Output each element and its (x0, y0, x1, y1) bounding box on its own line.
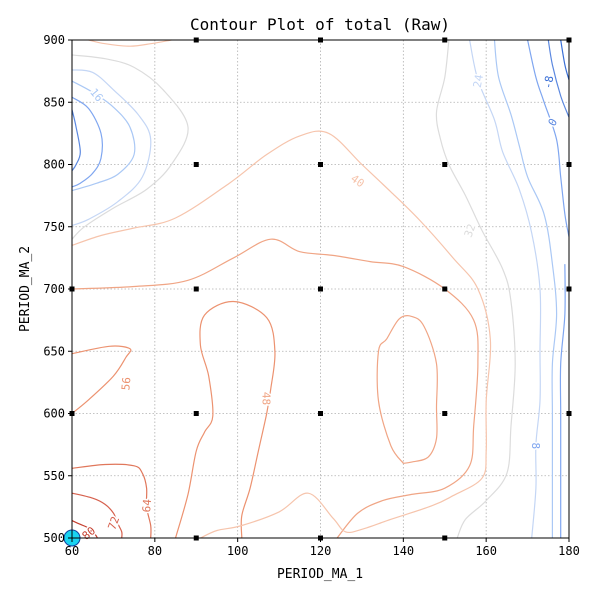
sample-point (442, 162, 448, 167)
sample-point (193, 286, 199, 292)
contour-label: 32 (462, 222, 479, 239)
x-tick-label: 120 (310, 544, 332, 558)
sample-point (193, 411, 199, 416)
sample-point (318, 286, 323, 292)
contour-line-24 (71, 69, 152, 227)
x-tick-label: 140 (392, 544, 414, 558)
y-tick-label: 750 (43, 220, 65, 234)
y-tick-label: 700 (43, 282, 65, 296)
x-tick-label: 180 (558, 544, 580, 558)
contour-label: 24 (471, 73, 486, 89)
contour-line-0 (71, 109, 81, 172)
x-axis-label: PERIOD_MA_1 (277, 567, 363, 582)
contour-line-80 (71, 520, 98, 539)
contour-line-48 (71, 238, 479, 539)
x-tick-label: 80 (148, 544, 162, 558)
y-tick-label: 550 (43, 469, 65, 483)
contour-label: 64 (140, 498, 154, 513)
contour-line-16 (71, 80, 136, 192)
sample-point (193, 162, 199, 167)
contour-line-40 (88, 39, 172, 47)
y-axis-ticks: 500 550 600 650 700 750 800 850 900 (43, 33, 72, 545)
y-tick-label: 900 (43, 33, 65, 47)
y-axis-label: PERIOD_MA_2 (18, 246, 33, 332)
contour-line-48 (376, 315, 438, 464)
contour-line-8 (559, 264, 566, 538)
y-tick-label: 850 (43, 95, 65, 109)
x-axis-ticks: 60 80 100 120 140 160 180 (65, 538, 580, 558)
contour-line-24 (469, 39, 542, 539)
contour-line-40 (71, 130, 492, 539)
contour-line-72 (71, 492, 123, 539)
contour-line--8 (560, 39, 570, 80)
contour-label: 72 (106, 515, 123, 532)
contour-label: 56 (119, 376, 133, 390)
contour-line-0 (547, 39, 570, 118)
contour-line-8 (71, 96, 103, 188)
y-tick-label: 650 (43, 344, 65, 358)
contour-line-64 (71, 463, 152, 539)
chart-title: Contour Plot of total (Raw) (190, 15, 450, 34)
contour-label: 16 (87, 86, 105, 105)
y-tick-label: 600 (43, 407, 65, 421)
sample-point (318, 162, 323, 167)
contour-label: -8 (541, 75, 556, 90)
y-tick-label: 800 (43, 158, 65, 172)
x-tick-label: 60 (65, 544, 79, 558)
x-tick-label: 160 (475, 544, 497, 558)
contour-label: 80 (80, 524, 99, 542)
contour-label: 8 (529, 443, 542, 450)
sample-point (318, 411, 323, 416)
contour-line-8 (526, 39, 570, 237)
sample-point (442, 411, 448, 416)
contour-line-32 (71, 54, 189, 240)
sample-point (442, 286, 448, 292)
contour-line-56 (71, 345, 132, 414)
contour-line-56 (174, 300, 276, 539)
x-tick-label: 100 (227, 544, 249, 558)
contour-label: 0 (546, 116, 561, 128)
contour-label: 40 (348, 172, 366, 190)
contour-line-32 (435, 39, 516, 539)
y-tick-label: 500 (43, 531, 65, 545)
contour-line-16 (493, 39, 558, 538)
contour-label: 48 (260, 392, 273, 405)
